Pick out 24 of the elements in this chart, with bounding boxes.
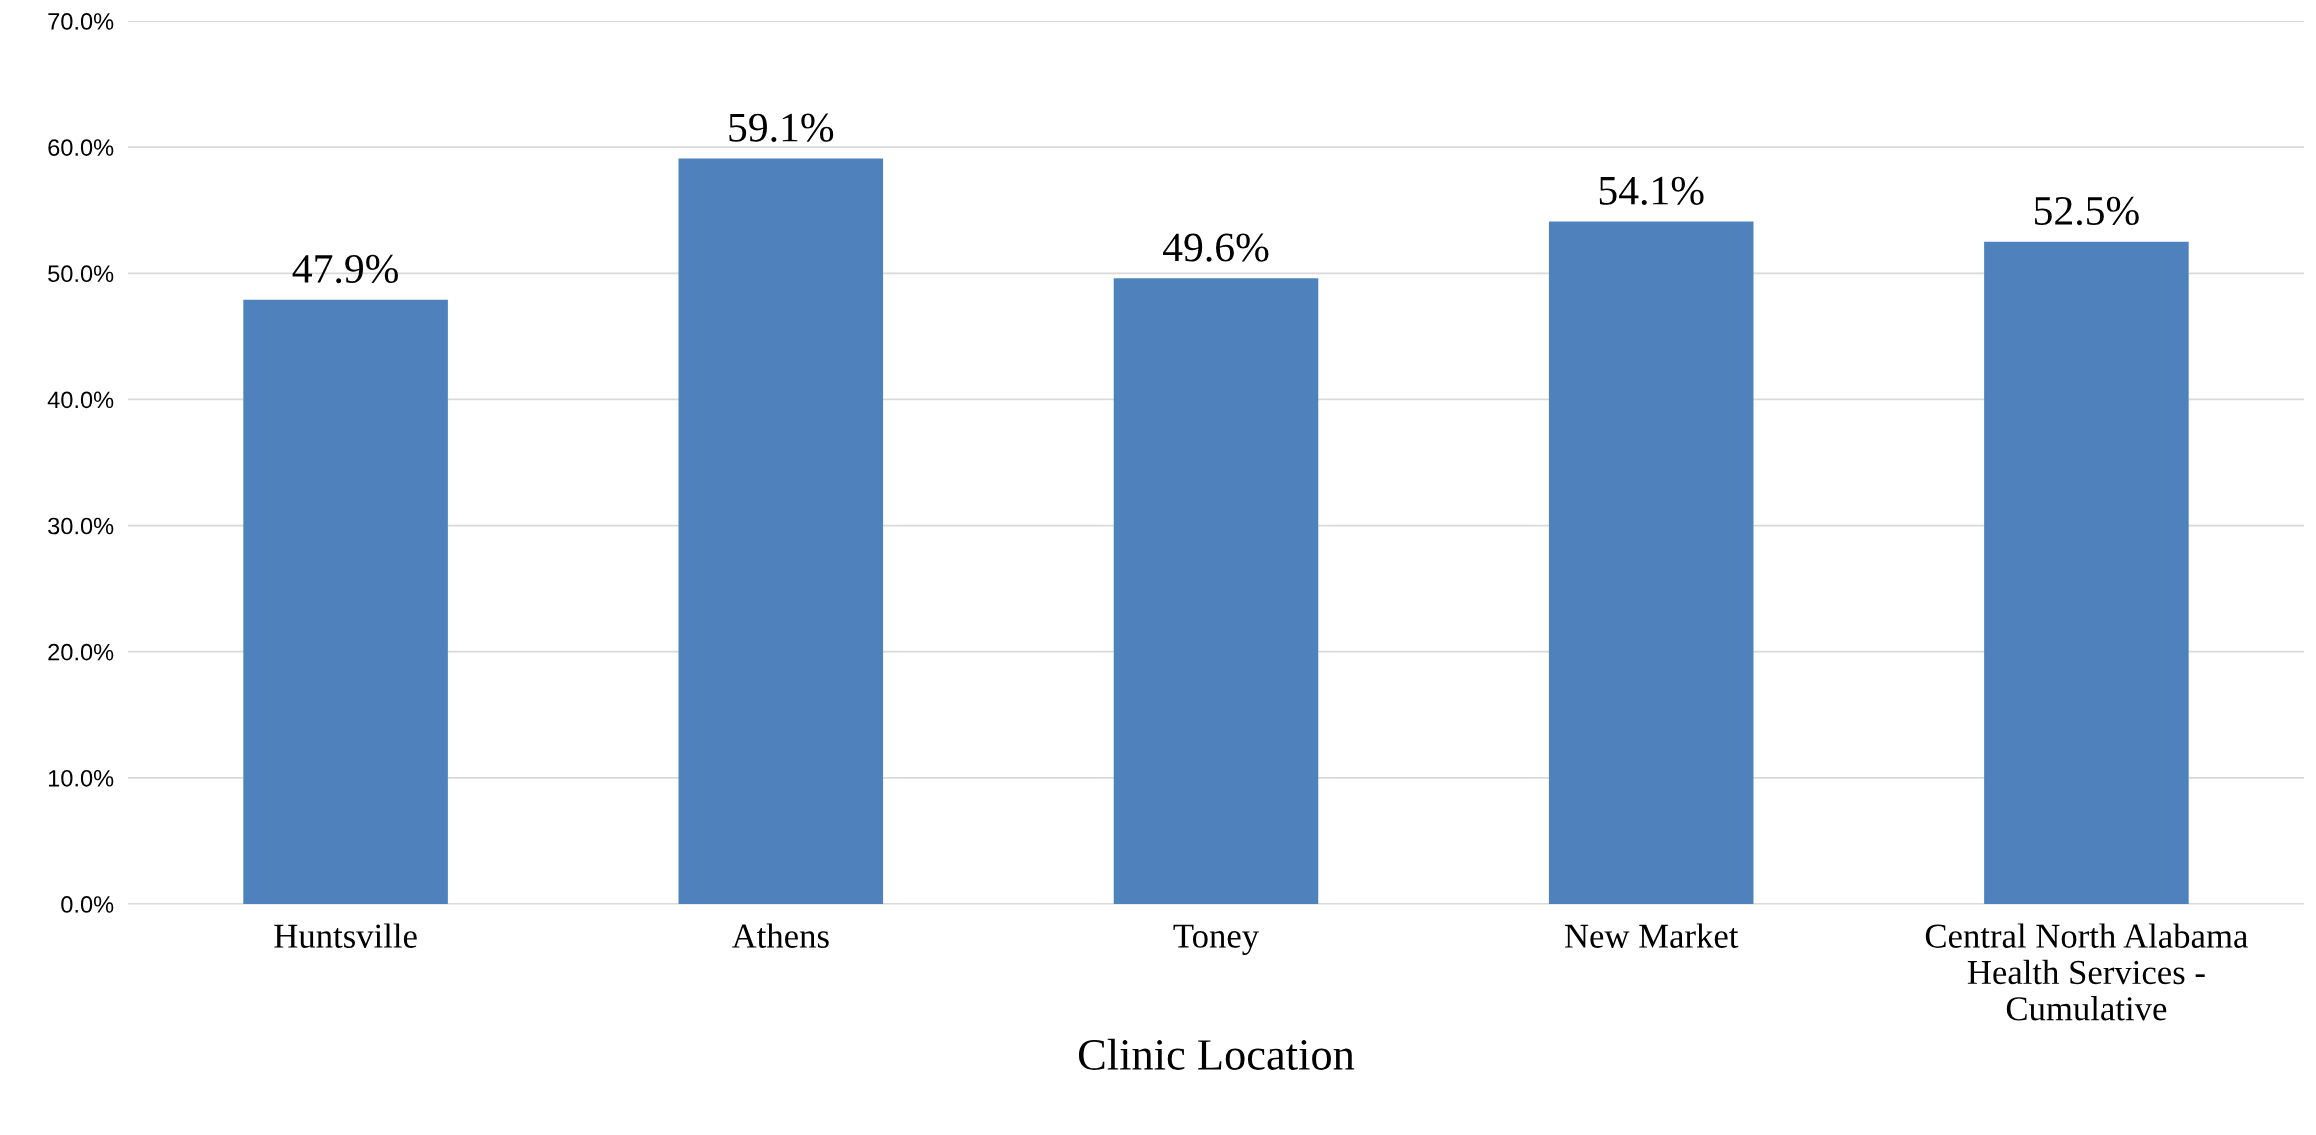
bar [1548, 221, 1754, 904]
x-axis-title: Clinic Location [1078, 1038, 1355, 1070]
x-tick-label: Huntsville [274, 923, 417, 948]
y-tick-label: 10.0% [48, 769, 114, 787]
x-tick-label: Athens [731, 923, 829, 948]
bar [678, 158, 884, 904]
y-tick-label: 50.0% [48, 265, 114, 283]
data-label: 59.1% [729, 113, 834, 142]
y-tick-label: 40.0% [47, 391, 114, 409]
x-tick-label: Central North Alabama Health Services - Cumulative [1925, 923, 2248, 1021]
bar [1113, 278, 1319, 904]
bar [243, 299, 448, 904]
bar [1984, 241, 2189, 904]
y-tick-label: 70.0% [48, 13, 114, 30]
data-label: 49.6% [1163, 233, 1269, 262]
y-tick-label: 20.0% [48, 643, 114, 661]
y-tick-label: 0.0% [61, 896, 114, 913]
y-tick-label: 30.0% [48, 517, 114, 535]
data-label: 47.9% [292, 254, 398, 284]
y-tick-label: 60.0% [48, 139, 114, 156]
data-label: 52.5% [2035, 196, 2139, 226]
x-tick-label: New Market [1564, 923, 1739, 948]
x-tick-label: Toney [1173, 924, 1259, 955]
data-label: 54.1% [1599, 176, 1704, 205]
